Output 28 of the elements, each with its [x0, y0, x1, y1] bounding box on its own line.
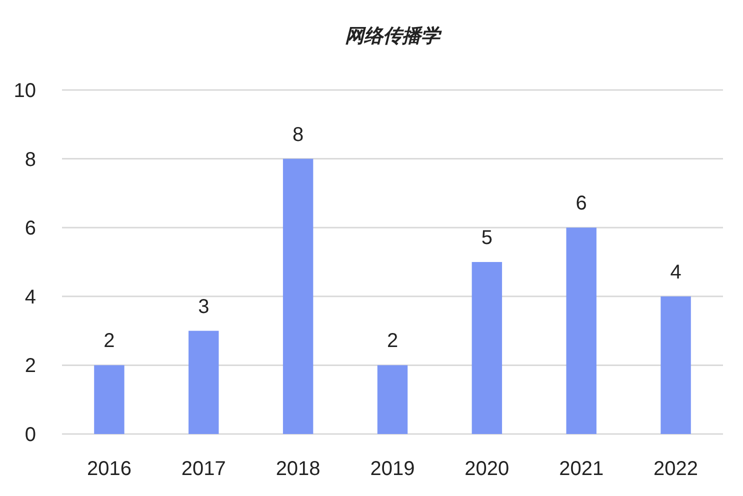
y-tick-label: 8: [24, 148, 36, 171]
x-tick-label: 2022: [654, 458, 698, 480]
x-tick-label: 2021: [559, 458, 604, 480]
bar: [566, 228, 596, 434]
y-tick-label: 4: [24, 286, 36, 308]
y-tick-label: 6: [24, 218, 36, 240]
bar: [377, 365, 408, 434]
x-tick-label: 2020: [464, 458, 510, 480]
data-label: 4: [670, 261, 682, 284]
y-tick-label: 10: [14, 80, 36, 102]
bar: [94, 365, 124, 434]
bar: [660, 296, 691, 434]
data-label: 5: [481, 227, 492, 249]
data-label: 3: [198, 296, 210, 318]
y-tick-label: 0: [24, 424, 36, 446]
bar: [282, 158, 314, 434]
x-tick-label: 2016: [86, 458, 132, 480]
title: 网络传播学: [345, 26, 440, 47]
x-tick-label: 2017: [181, 458, 226, 480]
bar: [472, 262, 502, 434]
data-label: 2: [104, 330, 115, 352]
x-tick-label: 2018: [276, 458, 320, 480]
data-label: 6: [576, 192, 587, 215]
bar: [188, 330, 219, 434]
data-label: 8: [292, 124, 304, 146]
data-label: 2: [386, 330, 398, 352]
y-tick-label: 2: [24, 355, 36, 378]
x-tick-label: 2019: [370, 458, 415, 480]
